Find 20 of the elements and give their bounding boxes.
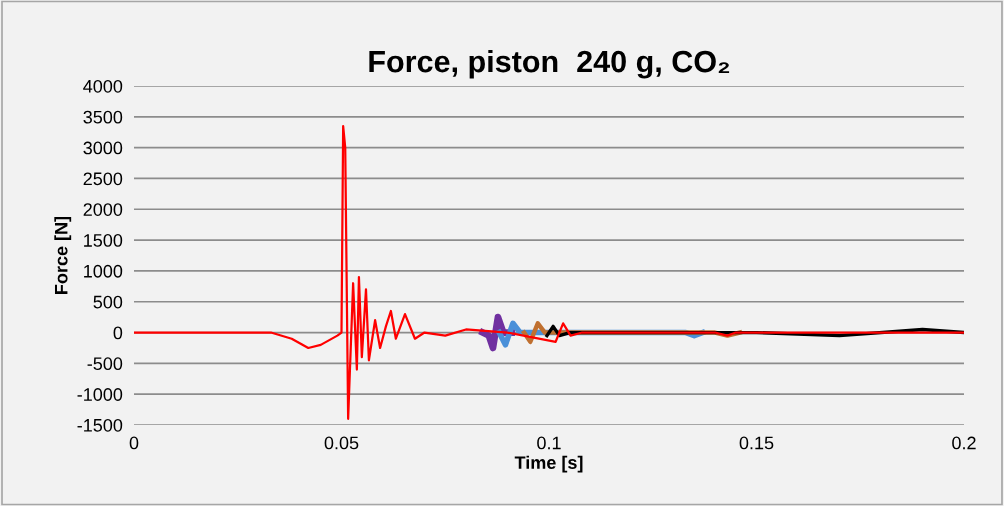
y-tick-label: 0	[113, 326, 123, 340]
y-tick-label: 2000	[83, 203, 123, 216]
y-tick-label: 1500	[84, 234, 123, 247]
y-tick-label: 3000	[83, 141, 123, 155]
y-tick-label: 3500	[83, 110, 123, 124]
x-tick-label: 0	[129, 436, 139, 450]
y-tick-label: -1500	[77, 418, 123, 432]
y-axis-title: Force [N]	[54, 216, 72, 294]
x-axis-title: Time [s]	[514, 455, 583, 473]
y-tick-label: -1000	[77, 388, 123, 401]
y-tick-label: 500	[93, 295, 123, 309]
x-tick-label: 0.15	[739, 436, 774, 450]
y-tick-label: 2500	[83, 172, 123, 186]
x-tick-label: 0.05	[324, 436, 359, 450]
y-tick-label: 4000	[83, 79, 123, 93]
x-tick-label: 0.2	[952, 436, 976, 450]
y-tick-label: 1000	[84, 264, 123, 278]
x-tick-label: 0.1	[537, 436, 561, 450]
chart-title: Force, piston 240 g, CO₂	[369, 49, 730, 79]
y-tick-label: -500	[87, 357, 123, 371]
